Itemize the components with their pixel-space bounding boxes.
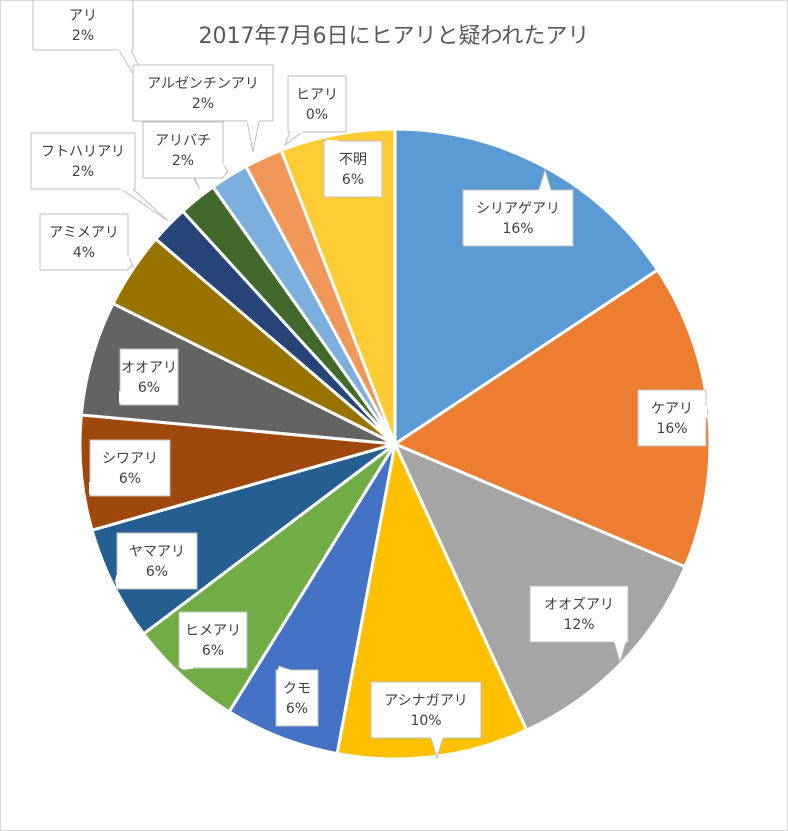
label-box <box>30 132 136 190</box>
slice-name-label: アシナガアリ <box>384 693 467 709</box>
label-box <box>116 532 198 590</box>
label-pointer <box>246 120 260 153</box>
slice-percent-label: 2% <box>72 164 94 180</box>
slice-percent-label: 6% <box>202 643 224 659</box>
slice-percent-label: 6% <box>138 380 160 396</box>
slice-name-label: アリバチ <box>155 133 211 149</box>
data-label: フトハリアリ 2% <box>30 132 169 222</box>
label-box <box>370 681 482 739</box>
data-label: アルゼンチンアリ 2% <box>132 64 274 153</box>
slice-percent-label: 6% <box>342 172 364 188</box>
data-label: アリバチ 2% <box>142 121 229 179</box>
slice-name-label: アミメアリ <box>49 225 119 241</box>
slice-percent-label: 10% <box>410 713 441 729</box>
slice-name-label: ヤマアリ <box>129 544 185 560</box>
slice-percent-label: 6% <box>119 471 141 487</box>
label-box <box>132 64 274 122</box>
data-label: ヒアリ 0% <box>283 75 347 147</box>
data-label: ヒメアリ 6% <box>178 611 248 671</box>
label-box <box>275 669 319 727</box>
label-box <box>287 75 347 133</box>
label-box <box>89 439 171 497</box>
pie-slice <box>279 127 397 446</box>
slice-name-label: アリ <box>69 8 97 24</box>
slice-name-label: シワアリ <box>102 451 158 467</box>
slice-name-label: ヒメアリ <box>185 623 241 639</box>
slice-percent-label: 16% <box>502 221 533 237</box>
slice-percent-label: 6% <box>146 564 168 580</box>
pie-slice <box>335 442 529 761</box>
slice-name-label: フトハリアリ <box>41 144 125 160</box>
data-label: アシナガアリ 10% <box>370 681 482 760</box>
data-label: 不明 6% <box>323 139 383 198</box>
label-box <box>32 0 134 51</box>
data-label: シリアゲアリ 16% <box>462 168 574 247</box>
data-label: シワアリ 6% <box>89 439 171 497</box>
label-box <box>637 389 707 447</box>
data-label: クモ 6% <box>275 665 319 727</box>
label-box <box>323 140 383 198</box>
data-label: オオアリ 6% <box>119 348 179 406</box>
data-label: ヤマアリ 6% <box>114 532 198 590</box>
slice-name-label: ヒアリ <box>296 87 338 103</box>
label-box <box>529 585 629 643</box>
label-box <box>119 348 179 406</box>
slice-name-label: シリアゲアリ <box>476 201 560 217</box>
pie-slice <box>393 268 712 569</box>
data-label: ケアリ 16% <box>637 389 709 447</box>
data-label: オオズアリ 12% <box>529 585 629 664</box>
slice-name-label: ケアリ <box>651 401 693 417</box>
slice-name-label: オオズアリ <box>544 597 614 613</box>
label-box <box>142 121 224 179</box>
slice-name-label: 不明 <box>339 152 367 168</box>
slice-percent-label: 16% <box>656 421 687 437</box>
slice-percent-label: 2% <box>192 96 214 112</box>
slice-name-label: オオアリ <box>121 360 177 376</box>
slice-name-label: クモ <box>283 681 311 697</box>
slice-percent-label: 12% <box>563 617 594 633</box>
slice-percent-label: 2% <box>172 153 194 169</box>
slice-name-label: アルゼンチンアリ <box>147 76 259 92</box>
slice-percent-label: 6% <box>286 701 308 717</box>
label-box <box>462 189 574 247</box>
label-box <box>39 213 129 271</box>
slice-percent-label: 0% <box>306 107 328 123</box>
data-label: アミメアリ 4% <box>39 213 134 271</box>
chart-title: 2017年7月6日にヒアリと疑われたアリ <box>198 24 590 49</box>
label-box <box>178 611 248 669</box>
pie-slice <box>393 127 660 446</box>
slice-percent-label: 4% <box>73 245 95 261</box>
slice-percent-label: 2% <box>72 28 94 44</box>
